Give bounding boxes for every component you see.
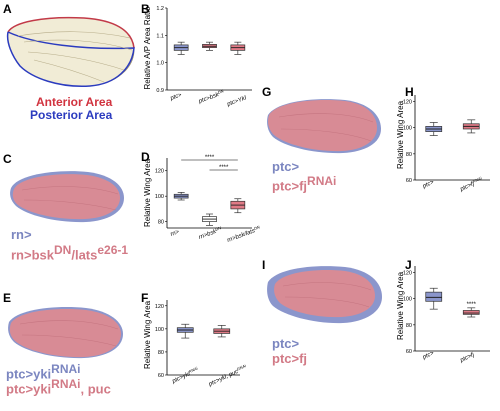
label-g-line2: ptc>fjRNAi xyxy=(272,174,337,194)
panel-letter-b: B xyxy=(141,2,150,16)
y-tick-label: 0.9 xyxy=(156,88,164,94)
panel-letter-j: J xyxy=(405,258,412,272)
y-tick-label: 120 xyxy=(403,271,412,277)
category-label: rn> xyxy=(170,229,181,238)
chart-f-wing-area: Relative Wing Area 60 80 100 120 ptc>ykiRNAi p… xyxy=(143,300,248,388)
wing-g xyxy=(267,99,381,154)
label-g-line1: ptc> xyxy=(272,159,300,174)
y-axis-label: Relative Wing Area xyxy=(396,271,405,340)
wing-i xyxy=(267,266,382,324)
chart-d-wing-area: Relative Wing Area 80 100 120 rn> rn>bskDN rn>… xyxy=(143,155,260,244)
wing-c xyxy=(10,171,124,223)
y-tick-label: 120 xyxy=(155,304,164,310)
panel-letter-i: I xyxy=(262,258,266,272)
y-tick-label: 1.2 xyxy=(156,6,164,12)
y-tick-label: 80 xyxy=(406,152,412,158)
y-tick-label: 1.1 xyxy=(156,33,164,39)
y-tick-label: 100 xyxy=(403,126,412,132)
significance-label: **** xyxy=(219,165,229,171)
label-e-line1: ptc>ykiRNAi xyxy=(6,362,81,382)
wing-outline-a xyxy=(6,16,135,87)
category-label: ptc> xyxy=(421,179,435,190)
y-axis-label: Relative A/P Area Ratio xyxy=(143,6,152,90)
category-label: ptc> xyxy=(421,350,435,361)
y-tick-label: 60 xyxy=(406,349,412,355)
y-axis-label: Relative Wing Area xyxy=(143,158,152,227)
y-tick-label: 120 xyxy=(403,100,412,106)
panel-letter-g: G xyxy=(262,85,272,99)
category-label: ptc>Ykl xyxy=(226,95,248,108)
significance-label: **** xyxy=(205,155,215,161)
y-tick-label: 80 xyxy=(406,323,412,329)
posterior-area-label: Posterior Area xyxy=(30,108,113,122)
category-label: ptc>ykiRNAi xyxy=(170,366,200,386)
y-tick-label: 100 xyxy=(155,327,164,333)
category-label: ptc>yki, pucRNAi xyxy=(206,363,248,388)
category-label: rn>bsk/latsDN xyxy=(226,224,260,244)
label-i-line2: ptc>fj xyxy=(272,351,308,366)
label-c-line2: rn>bskDN/latse26-1 xyxy=(11,243,129,263)
significance-label: **** xyxy=(467,302,477,308)
y-tick-label: 60 xyxy=(158,373,164,379)
panel-letter-f: F xyxy=(141,291,149,305)
panel-letter-d: D xyxy=(141,150,150,164)
panel-letter-a: A xyxy=(3,2,12,16)
y-tick-label: 80 xyxy=(158,220,164,226)
label-e-line2: ptc>ykiRNAi, puc xyxy=(6,377,111,397)
chart-h-wing-area: Relative Wing Area 60 80 100 120 ptc> ptc>fjRN… xyxy=(396,95,490,193)
box-2 xyxy=(462,310,480,315)
category-label: ptc>bskDN xyxy=(197,88,226,105)
label-c-line1: rn> xyxy=(11,227,32,242)
y-tick-label: 120 xyxy=(155,169,164,175)
y-tick-label: 100 xyxy=(403,297,412,303)
panel-letter-c: C xyxy=(3,152,12,166)
y-axis-label: Relative Wing Area xyxy=(396,100,405,169)
y-axis-label: Relative Wing Area xyxy=(143,300,152,369)
panel-letter-e: E xyxy=(3,291,12,305)
category-label: rn>bskDN xyxy=(197,225,222,241)
box-1 xyxy=(425,291,443,302)
y-tick-label: 1.0 xyxy=(156,61,164,67)
y-tick-label: 60 xyxy=(406,178,412,184)
y-tick-label: 80 xyxy=(158,350,164,356)
panel-letter-h: H xyxy=(405,85,414,99)
label-i-line1: ptc> xyxy=(272,336,300,351)
category-label: ptc>fj xyxy=(459,352,476,364)
y-tick-label: 100 xyxy=(155,194,164,200)
chart-b-ap-ratio: Relative A/P Area Ratio 0.9 1.0 1.1 1.2 ptc> p… xyxy=(143,6,252,108)
category-label: ptc> xyxy=(169,92,183,102)
category-label: ptc>fjRNAi xyxy=(458,175,484,193)
wing-e xyxy=(8,307,123,359)
chart-j-wing-area: Relative Wing Area 60 80 100 120 ptc> ptc>fj **… xyxy=(396,266,490,364)
anterior-area-label: Anterior Area xyxy=(36,95,113,109)
